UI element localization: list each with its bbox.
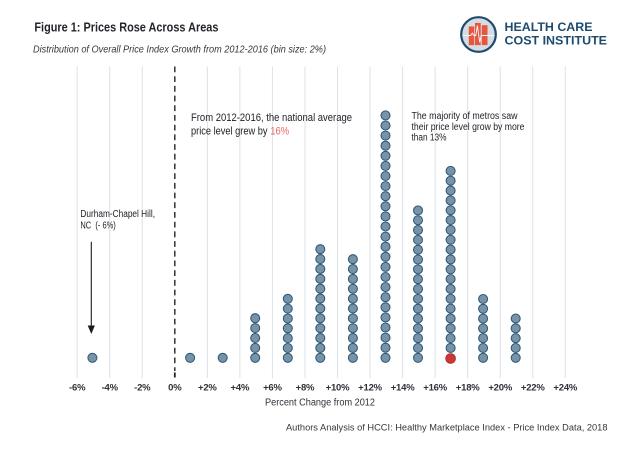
svg-text:their price level grow by more: their price level grow by more [412, 122, 525, 133]
svg-text:Figure 1: Prices Rose Across A: Figure 1: Prices Rose Across Areas [34, 20, 218, 35]
svg-text:+2%: +2% [198, 383, 217, 394]
svg-text:+10%: +10% [326, 383, 351, 394]
svg-text:Percent Change from 2012: Percent Change from 2012 [265, 398, 375, 409]
svg-text:From 2012-2016, the national a: From 2012-2016, the national average [191, 112, 352, 124]
svg-text:+20%: +20% [488, 383, 513, 394]
svg-text:Durham-Chapel Hill,: Durham-Chapel Hill, [80, 209, 155, 220]
svg-text:+18%: +18% [456, 383, 481, 394]
svg-text:+6%: +6% [263, 383, 282, 394]
svg-text:16%: 16% [270, 126, 289, 138]
svg-text:-4%: -4% [102, 383, 119, 394]
svg-text:COST INSTITUTE: COST INSTITUTE [505, 33, 608, 47]
svg-text:The majority of metros saw: The majority of metros saw [412, 111, 519, 122]
svg-text:HEALTH CARE: HEALTH CARE [505, 20, 593, 34]
svg-text:price level grew by: price level grew by [191, 126, 268, 138]
svg-text:+12%: +12% [358, 383, 383, 394]
svg-text:Distribution of Overall Price: Distribution of Overall Price Index Grow… [33, 45, 326, 56]
svg-text:+16%: +16% [423, 383, 448, 394]
svg-text:+4%: +4% [231, 383, 250, 394]
svg-text:+14%: +14% [391, 383, 416, 394]
svg-text:0%: 0% [168, 383, 182, 394]
svg-text:+22%: +22% [521, 383, 546, 394]
svg-text:than 13%: than 13% [412, 133, 447, 144]
svg-text:+24%: +24% [553, 383, 578, 394]
svg-text:-6%: -6% [69, 383, 86, 394]
svg-text:+8%: +8% [296, 383, 315, 394]
svg-text:Authors Analysis of HCCI: Heal: Authors Analysis of HCCI: Healthy Market… [286, 422, 608, 433]
svg-text:-2%: -2% [134, 383, 151, 394]
svg-text:NC (- 6%): NC (- 6%) [80, 221, 115, 232]
